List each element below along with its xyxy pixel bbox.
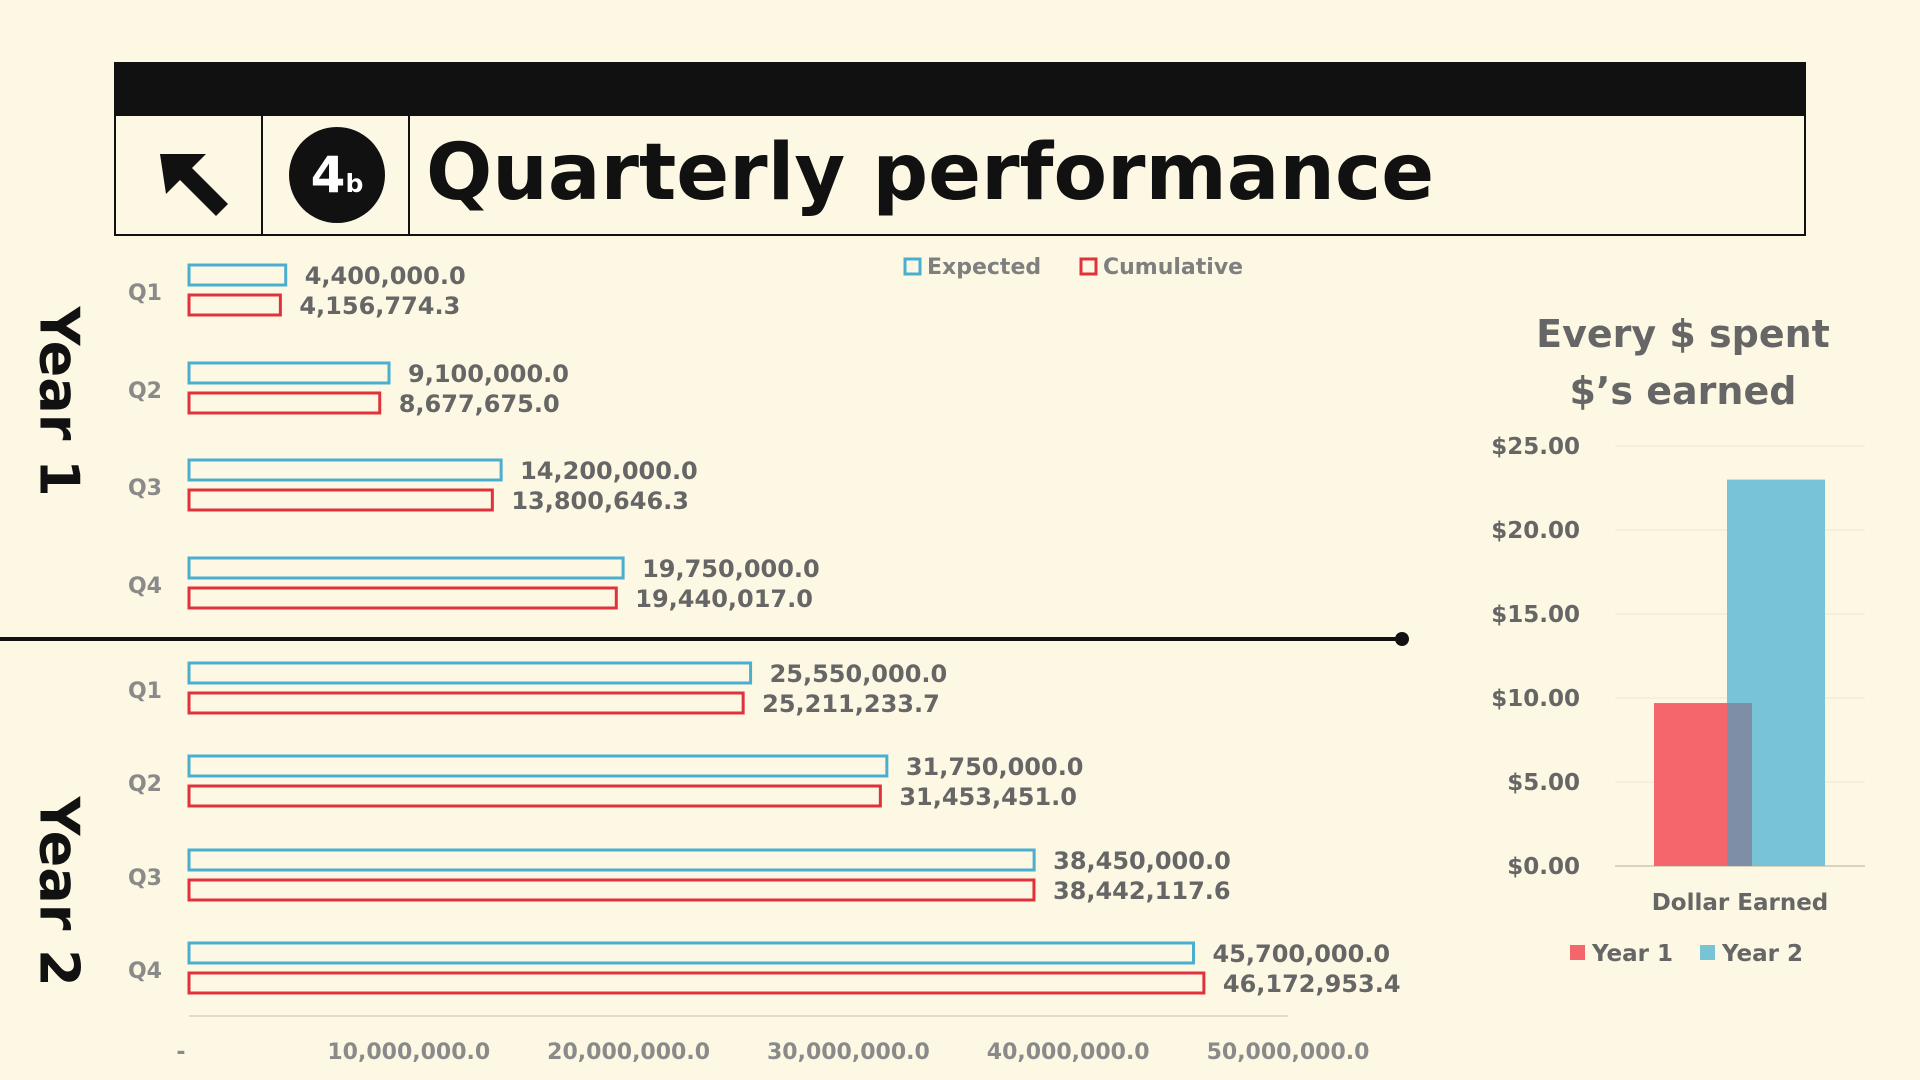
cumulative-bar	[187, 586, 618, 610]
cumulative-value-label: 8,677,675.0	[399, 390, 560, 418]
expected-bar	[187, 361, 391, 385]
y-tick-label: $20.00	[1491, 518, 1580, 544]
quarter-label: Q4	[128, 574, 162, 599]
header-panel: 4b Quarterly performance	[114, 62, 1806, 236]
expected-value-label: 38,450,000.0	[1053, 847, 1231, 875]
legend-cumulative-swatch	[1079, 257, 1098, 276]
cumulative-value-label: 46,172,953.4	[1223, 970, 1401, 998]
cumulative-bar	[187, 488, 494, 512]
cumulative-bar	[187, 391, 382, 415]
y-tick-label: $25.00	[1491, 434, 1580, 460]
cumulative-value-label: 4,156,774.3	[299, 292, 460, 320]
legend-expected-label: Expected	[927, 255, 1041, 280]
x-tick-label: 50,000,000.0	[1207, 1040, 1370, 1065]
bar-overlap	[1727, 703, 1752, 866]
side-chart-title-line-1: Every $ spent	[1536, 312, 1830, 356]
expected-value-label: 14,200,000.0	[520, 457, 698, 485]
page-title: Quarterly performance	[426, 128, 1435, 218]
cumulative-value-label: 25,211,233.7	[762, 690, 940, 718]
expected-bar	[187, 661, 753, 685]
expected-value-label: 25,550,000.0	[770, 660, 948, 688]
x-tick-label: -	[176, 1040, 185, 1065]
x-tick-label: 10,000,000.0	[327, 1040, 490, 1065]
cumulative-bar	[187, 784, 882, 808]
year-divider-dot	[1395, 632, 1409, 646]
cumulative-value-label: 31,453,451.0	[899, 783, 1077, 811]
section-badge: 4b	[289, 127, 385, 223]
expected-value-label: 9,100,000.0	[408, 360, 569, 388]
cumulative-bar	[187, 691, 745, 715]
legend-year-1-label: Year 1	[1591, 941, 1673, 967]
quarter-label: Q3	[128, 476, 162, 501]
y-tick-label: $10.00	[1491, 686, 1580, 712]
quarter-label: Q2	[128, 772, 162, 797]
x-tick-label: 40,000,000.0	[987, 1040, 1150, 1065]
legend-cumulative-label: Cumulative	[1103, 255, 1243, 280]
expected-value-label: 4,400,000.0	[305, 262, 466, 290]
expected-bar	[187, 263, 288, 287]
y-tick-label: $5.00	[1507, 770, 1580, 796]
expected-value-label: 31,750,000.0	[906, 753, 1084, 781]
arrow-up-left-icon[interactable]	[116, 116, 259, 234]
cumulative-bar	[187, 971, 1206, 995]
cumulative-bar	[187, 293, 282, 317]
quarter-label: Q3	[128, 866, 162, 891]
quarter-label: Q1	[128, 679, 162, 704]
back-arrow-cell[interactable]	[116, 116, 263, 234]
cumulative-value-label: 38,442,117.6	[1053, 877, 1231, 905]
legend-year-2-label: Year 2	[1721, 941, 1803, 967]
quarter-label: Q4	[128, 959, 162, 984]
expected-value-label: 19,750,000.0	[642, 555, 820, 583]
cumulative-bar	[187, 878, 1036, 902]
side-legend: Year 1 Year 2	[1570, 941, 1803, 967]
expected-bar	[187, 754, 889, 778]
expected-bar	[187, 458, 503, 482]
x-tick-label: 20,000,000.0	[547, 1040, 710, 1065]
legend-year-2-swatch	[1700, 945, 1715, 960]
side-category-label: Dollar Earned	[1652, 890, 1829, 916]
expected-bar	[187, 848, 1036, 872]
y-tick-label: $15.00	[1491, 602, 1580, 628]
cumulative-value-label: 19,440,017.0	[635, 585, 813, 613]
cumulative-value-label: 13,800,646.3	[511, 487, 689, 515]
x-tick-label: 30,000,000.0	[767, 1040, 930, 1065]
main-legend: Expected Cumulative	[903, 255, 1243, 280]
y-tick-label: $0.00	[1507, 854, 1580, 880]
badge-number: 4	[310, 146, 346, 204]
side-chart-title-line-2: $’s earned	[1570, 369, 1797, 413]
expected-bar	[187, 941, 1195, 965]
expected-bar	[187, 556, 625, 580]
quarter-label: Q1	[128, 281, 162, 306]
legend-expected-swatch	[903, 257, 922, 276]
badge-subscript: b	[345, 169, 364, 198]
legend-year-1-swatch	[1570, 945, 1585, 960]
quarter-label: Q2	[128, 379, 162, 404]
section-badge-cell: 4b	[263, 116, 410, 234]
header-top-bar	[116, 64, 1804, 116]
expected-value-label: 45,700,000.0	[1212, 940, 1390, 968]
